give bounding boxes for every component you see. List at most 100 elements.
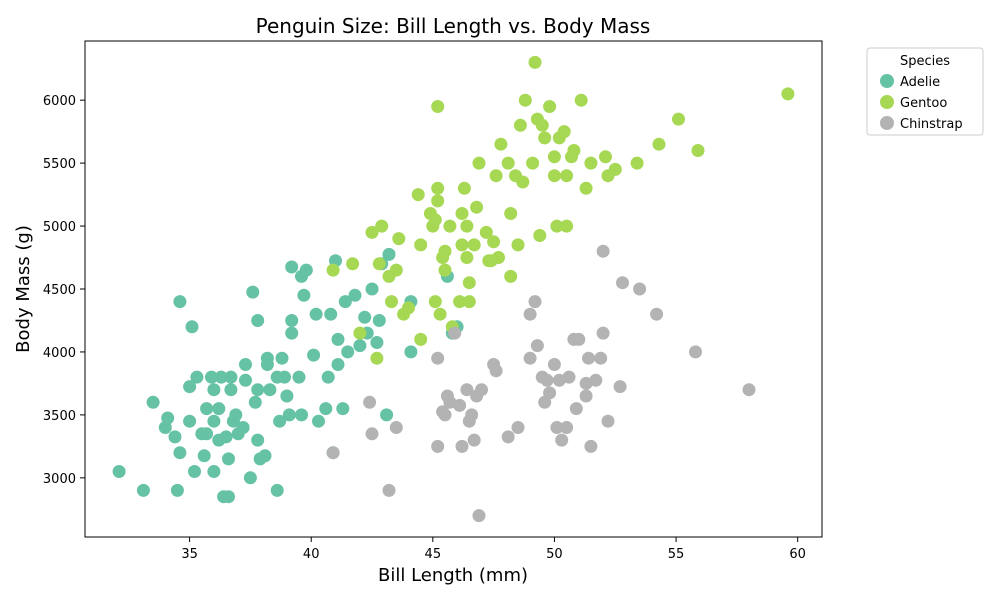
data-point (530, 339, 544, 353)
plot-frame (84, 40, 823, 538)
legend-marker-adelie (880, 74, 894, 88)
data-point (246, 285, 260, 299)
data-point (513, 118, 527, 132)
legend-marker-chinstrap (880, 116, 894, 130)
data-point (222, 452, 235, 466)
data-point (582, 351, 595, 365)
data-point (504, 269, 518, 283)
data-point (428, 213, 442, 227)
data-point (224, 383, 238, 397)
data-point (431, 194, 445, 208)
data-point (650, 307, 664, 321)
data-point (443, 219, 457, 233)
data-point (431, 351, 445, 365)
data-point (492, 251, 505, 264)
data-point (282, 408, 296, 422)
data-point (331, 358, 345, 371)
legend-label-gentoo: Gentoo (900, 96, 947, 111)
x-axis-label: Bill Length (mm) (378, 565, 528, 586)
chart-title: Penguin Size: Bill Length vs. Body Mass (256, 14, 651, 38)
data-point (501, 156, 515, 170)
data-point (112, 465, 126, 478)
data-point (312, 414, 325, 428)
data-point (569, 402, 583, 416)
data-point (285, 326, 299, 340)
data-point (528, 295, 542, 309)
data-point (562, 370, 576, 384)
data-point (273, 414, 287, 428)
data-point (207, 465, 221, 478)
data-point (380, 408, 394, 422)
data-point (540, 373, 554, 387)
y-tick-label: 3000 (43, 472, 76, 487)
data-point (414, 332, 428, 346)
data-point (285, 314, 299, 327)
data-point (616, 276, 629, 290)
data-point (462, 295, 476, 309)
data-point (248, 395, 262, 409)
data-point (197, 449, 211, 463)
data-point (365, 282, 379, 296)
data-point (526, 156, 540, 170)
data-point (251, 433, 265, 447)
data-point (188, 465, 201, 478)
data-point (438, 408, 452, 422)
data-point (601, 414, 615, 428)
data-point (438, 244, 452, 258)
data-point (557, 125, 571, 139)
data-points (112, 55, 795, 523)
data-point (146, 395, 160, 409)
data-point (652, 137, 666, 151)
data-point (431, 100, 445, 113)
data-point (567, 144, 581, 157)
data-point (599, 150, 612, 164)
data-point (596, 244, 610, 258)
data-point (251, 314, 265, 327)
data-point (460, 383, 474, 397)
data-point (224, 370, 238, 384)
data-point (462, 276, 476, 290)
data-point (579, 181, 593, 195)
data-point (460, 251, 474, 264)
data-point (239, 358, 252, 371)
data-point (173, 446, 187, 460)
data-point (489, 169, 503, 183)
data-point (523, 351, 537, 365)
x-tick-label: 50 (546, 547, 563, 562)
data-point (608, 162, 622, 176)
data-point (260, 358, 274, 371)
data-point (239, 373, 252, 387)
data-point (307, 348, 321, 362)
data-point (472, 156, 486, 170)
data-point (528, 55, 542, 69)
data-point (455, 439, 469, 453)
data-point (229, 408, 243, 422)
series-gentoo (326, 55, 795, 365)
data-point (633, 282, 647, 296)
x-tick-label: 40 (303, 547, 320, 562)
data-point (353, 339, 367, 353)
data-point (285, 260, 299, 274)
data-point (309, 307, 323, 321)
data-point (589, 373, 603, 387)
data-point (219, 430, 233, 444)
data-point (516, 175, 530, 189)
data-point (346, 257, 360, 271)
y-tick-label: 3500 (43, 409, 76, 424)
data-point (222, 490, 235, 504)
data-point (550, 421, 564, 434)
data-point (382, 483, 396, 497)
data-point (363, 395, 377, 409)
legend-label-adelie: Adelie (900, 75, 940, 90)
data-point (251, 383, 265, 397)
data-point (428, 295, 442, 309)
data-point (460, 219, 474, 233)
data-point (465, 408, 479, 422)
data-point (336, 402, 350, 416)
data-point (543, 386, 557, 400)
data-point (212, 402, 226, 416)
data-point (613, 380, 627, 394)
data-point (584, 439, 598, 453)
data-point (411, 188, 425, 202)
data-point (453, 398, 467, 412)
